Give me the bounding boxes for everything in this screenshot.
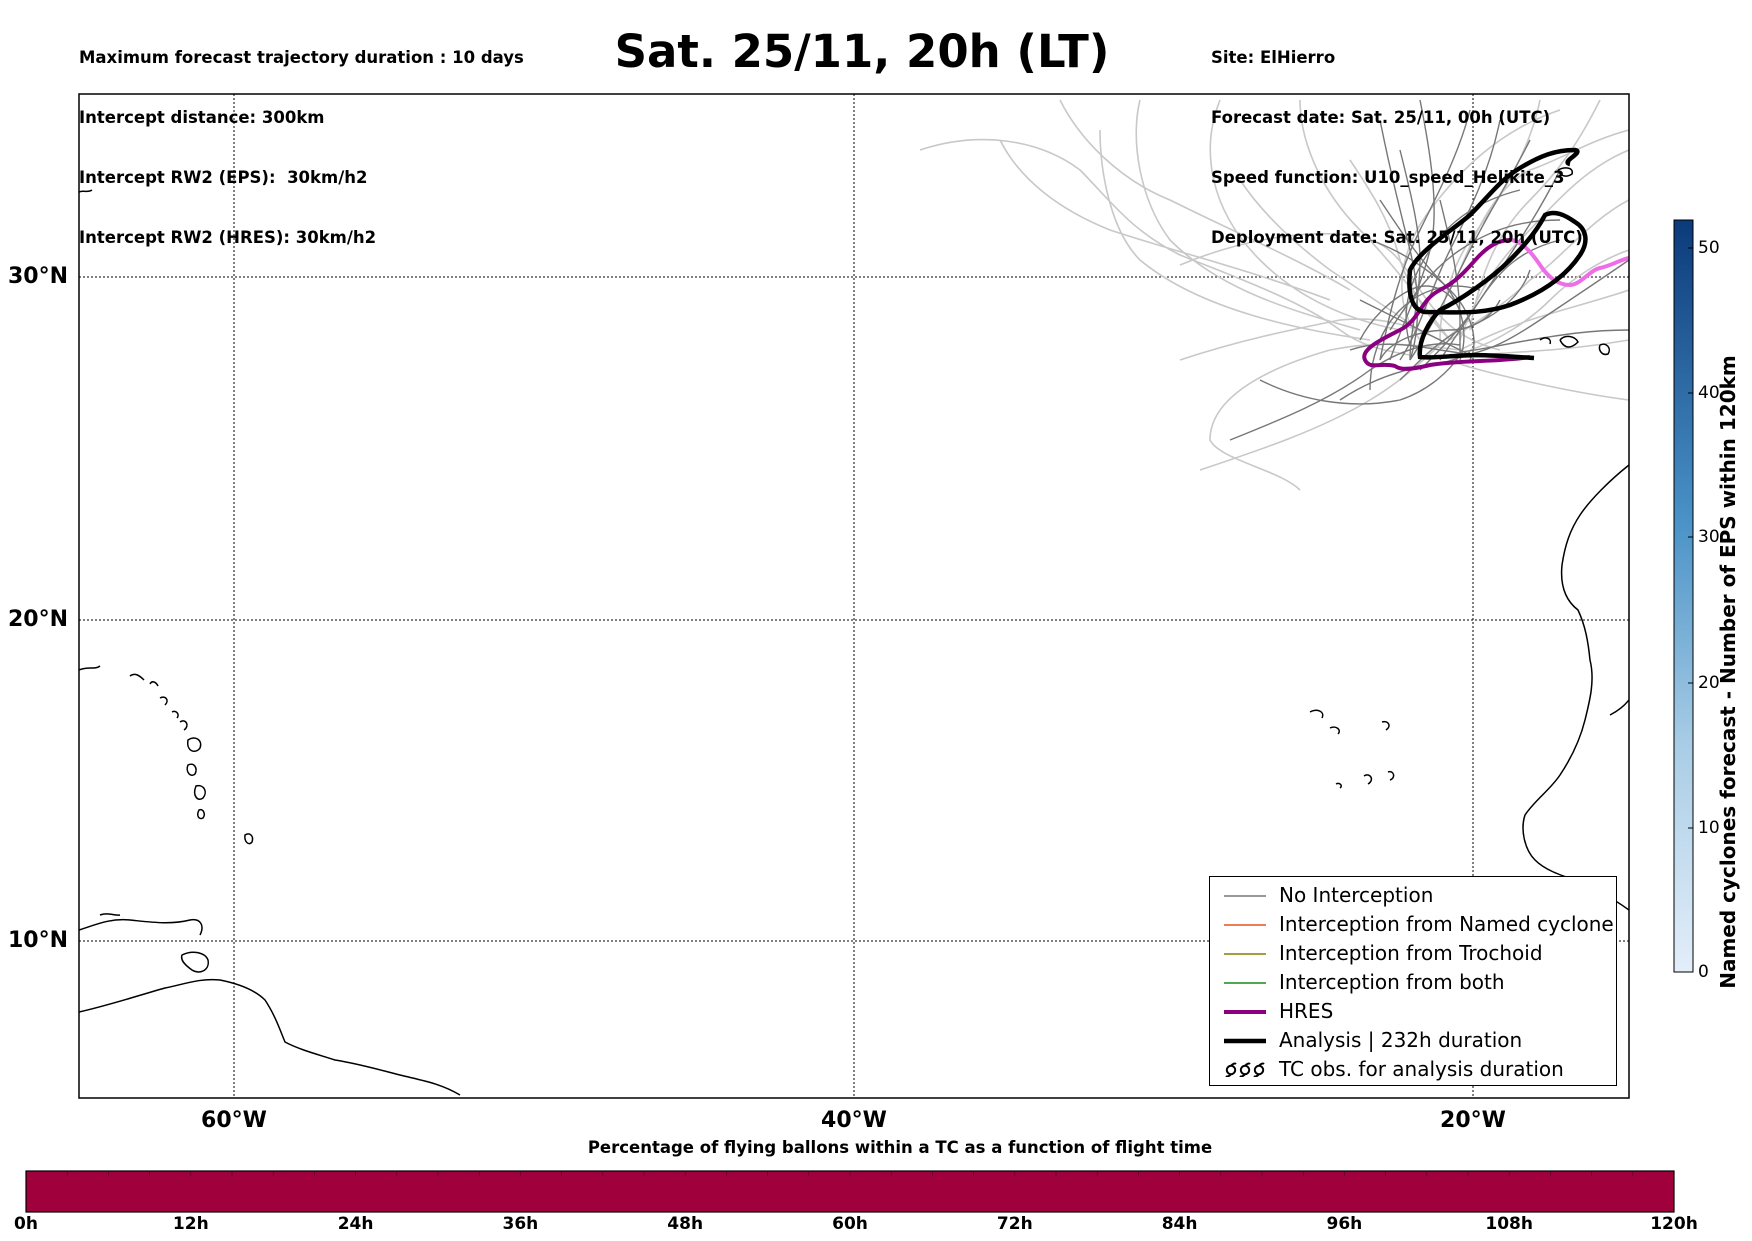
legend-item-both: Interception from both [1216,968,1612,996]
legend-item-no-interception: No Interception [1216,881,1612,909]
time-bar-tick-label: 96h [1326,1214,1363,1234]
colorbar-label: Named cyclones forecast - Number of EPS … [1716,355,1740,989]
legend-line-trochoid [1224,953,1266,955]
info-trajectory-duration: Maximum forecast trajectory duration : 1… [79,48,524,67]
coast-venezuela-north [79,918,203,936]
time-bar [25,1170,1675,1213]
legend-label: No Interception [1279,883,1434,907]
island-aruba [99,913,121,916]
legend-label: Interception from Named cyclone [1279,912,1614,936]
coast-west-africa [1522,464,1629,881]
colorbar-tick-label: 50 [1698,238,1720,258]
island-guadeloupe [187,737,202,753]
lat-label-20n: 20°N [8,607,69,632]
time-bar-tick-label: 72h [996,1214,1033,1234]
island-bahamas [79,189,93,193]
islands-leeward [159,696,188,731]
time-bar-segments [66,1171,1634,1176]
island-martinique [193,784,206,800]
info-intercept-hres: Intercept RW2 (HRES): 30km/h2 [79,228,377,247]
legend-line-named-cyclone [1224,924,1266,926]
tc-symbol-icon [1225,1062,1265,1077]
legend-line-both [1224,982,1266,984]
time-bar-tick-label: 36h [502,1214,539,1234]
info-speed-function: Speed function: U10_speed_Helikite_3 [1211,168,1565,187]
legend-label: Analysis | 232h duration [1279,1028,1523,1052]
hres-trajectory-late [1509,238,1629,288]
islands-virgin [129,673,159,687]
colorbar-tick-label: 0 [1698,962,1709,982]
header-info-right: Site: ElHierro Forecast date: Sat. 25/11… [1211,8,1583,268]
islands-cape-verde [1309,709,1395,789]
time-bar-tick-label: 24h [337,1214,374,1234]
header-info-left: Maximum forecast trajectory duration : 1… [79,8,524,268]
colorbar-vertical [1673,219,1694,973]
legend-line-analysis [1224,1038,1266,1044]
legend-line-no-interception [1224,895,1266,897]
island-puerto-rico [79,665,101,671]
colorbar-ticks [1688,247,1693,829]
legend-item-named-cyclone: Interception from Named cyclone [1216,910,1614,938]
legend-item-analysis: Analysis | 232h duration [1216,1026,1612,1054]
coast-south-america [79,978,461,1096]
time-bar-tick-label: 120h [1650,1214,1698,1234]
islands-canary [1539,335,1611,356]
time-bar-tick-label: 48h [667,1214,704,1234]
island-trinidad [180,951,209,973]
legend-label: Interception from Trochoid [1279,941,1543,965]
legend-item-trochoid: Interception from Trochoid [1216,939,1612,967]
info-forecast-date: Forecast date: Sat. 25/11, 00h (UTC) [1211,108,1551,127]
analysis-trajectory [1407,147,1588,361]
info-site: Site: ElHierro [1211,48,1336,67]
hres-trajectory-early [1362,238,1531,371]
time-bar-title: Percentage of flying ballons within a TC… [587,1138,1213,1157]
time-bar-tick-label: 60h [832,1214,868,1234]
no-interception-trajectories [1229,99,1629,441]
island-barbados [244,833,254,845]
time-bar-tick-label: 84h [1161,1214,1198,1234]
lon-label-40w: 40°W [821,1108,887,1133]
time-bar-tick-label: 12h [172,1214,209,1234]
coast-senegal [1609,699,1629,716]
page-title: Sat. 25/11, 20h (LT) [614,25,1110,78]
info-intercept-distance: Intercept distance: 300km [79,108,325,127]
legend-label: Interception from both [1279,970,1505,994]
lon-label-20w: 20°W [1440,1108,1506,1133]
coastlines [79,167,1629,1096]
map-frame [78,93,1630,1099]
legend-line-hres [1224,1010,1266,1014]
island-stlucia [197,808,205,820]
legend: No Interception Interception from Named … [1209,876,1617,1086]
info-intercept-eps: Intercept RW2 (EPS): 30km/h2 [79,168,368,187]
colorbar-tick-label: 40 [1698,383,1720,403]
legend-label: HRES [1279,999,1334,1023]
island-dominica [186,763,197,777]
lat-label-10n: 10°N [8,928,69,953]
lon-label-60w: 60°W [201,1108,267,1133]
legend-item-tc-obs: TC obs. for analysis duration [1216,1055,1612,1083]
time-bar-tick-label: 0h [14,1214,38,1234]
legend-label: TC obs. for analysis duration [1279,1057,1564,1081]
lat-label-30n: 30°N [8,264,69,289]
colorbar-tick-label: 10 [1698,818,1720,838]
time-bar-tick-label: 108h [1485,1214,1533,1234]
legend-item-hres: HRES [1216,997,1612,1025]
colorbar-tick-label: 20 [1698,673,1720,693]
info-deployment-date: Deployment date: Sat. 25/11, 20h (UTC) [1211,228,1583,247]
colorbar-tick-label: 30 [1698,527,1720,547]
island-madeira [1557,167,1574,177]
